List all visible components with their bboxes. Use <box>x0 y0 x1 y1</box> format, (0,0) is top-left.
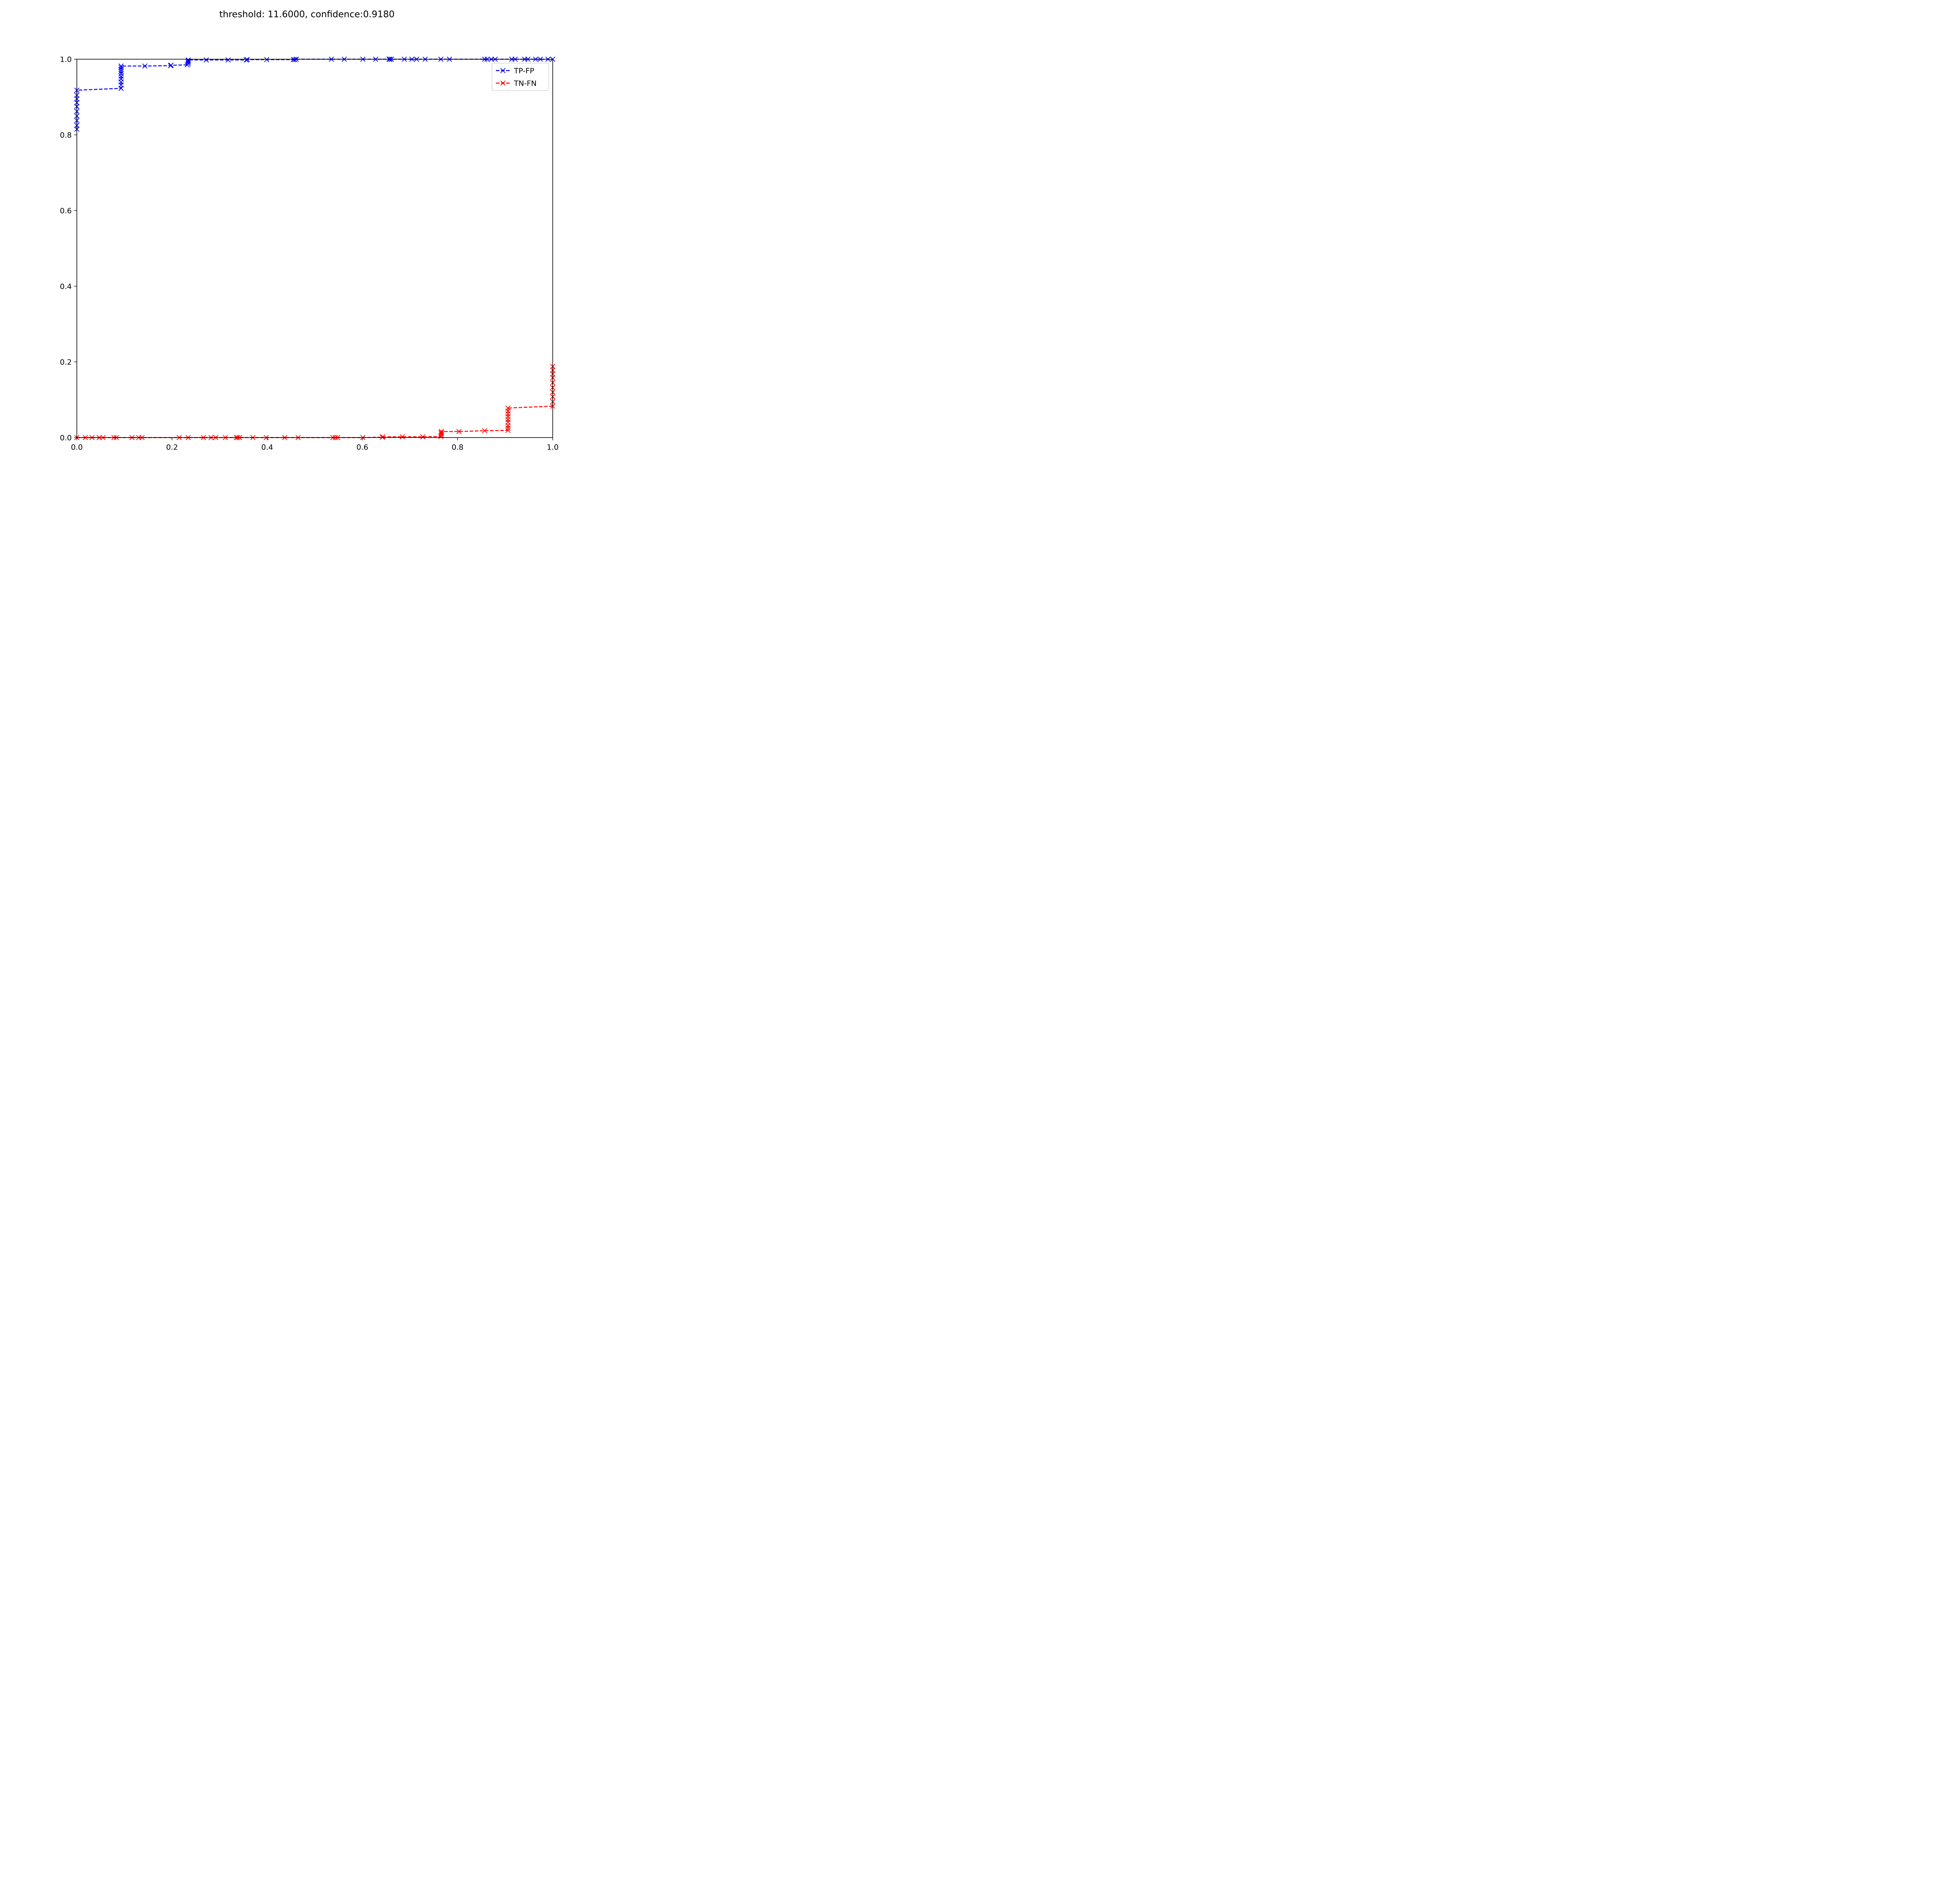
plot-frame <box>76 59 553 438</box>
data-point-marker <box>292 57 298 62</box>
x-tick-label: 1.0 <box>547 443 559 452</box>
y-tick-label: 0.0 <box>60 434 72 442</box>
data-point-marker <box>243 57 249 63</box>
chart-title: threshold: 11.6000, confidence:0.9180 <box>219 9 394 20</box>
x-tick-label: 0.0 <box>71 443 83 452</box>
y-tick-label: 0.2 <box>60 358 72 367</box>
data-point-marker <box>439 431 444 436</box>
x-tick-label: 0.2 <box>166 443 178 452</box>
data-point-marker <box>185 57 191 63</box>
legend-label: TP-FP <box>514 67 534 75</box>
series-tp-fp <box>74 56 555 132</box>
data-point-marker <box>482 428 488 434</box>
x-tick-label: 0.8 <box>452 443 463 452</box>
legend-box <box>492 63 549 91</box>
series-tn-fn <box>74 363 555 440</box>
legend-label: TN-FN <box>514 79 537 88</box>
legend: TP-FP TN-FN <box>492 63 549 91</box>
data-point-marker <box>168 62 174 68</box>
y-tick-label: 0.8 <box>60 131 72 140</box>
legend-item: TN-FN <box>496 79 537 88</box>
data-point-marker <box>225 57 231 63</box>
data-point-marker <box>264 57 270 62</box>
legend-marker <box>500 80 506 86</box>
data-point-marker <box>456 429 462 434</box>
x-tick-label: 0.4 <box>261 443 273 452</box>
y-tick-label: 0.4 <box>60 282 72 291</box>
data-point-marker <box>420 434 426 440</box>
data-point-marker <box>118 65 124 70</box>
x-tick-label: 0.6 <box>356 443 368 452</box>
data-point-marker <box>439 429 444 434</box>
data-point-marker <box>118 71 124 76</box>
data-point-marker <box>203 57 209 63</box>
data-point-marker <box>505 428 511 433</box>
data-point-marker <box>380 434 386 440</box>
x-axis: 0.0 0.2 0.4 0.6 0.8 1.0 <box>71 438 559 452</box>
data-point-marker <box>118 63 124 69</box>
data-point-marker <box>399 434 405 440</box>
data-point-marker <box>118 69 124 74</box>
data-point-marker <box>185 58 191 64</box>
legend-marker <box>500 68 506 73</box>
data-point-marker <box>505 405 511 411</box>
data-point-marker <box>142 63 148 69</box>
data-point-marker <box>439 430 444 436</box>
chart-figure: threshold: 11.6000, confidence:0.9180 0.… <box>0 0 606 485</box>
data-point-marker <box>244 57 250 62</box>
chart-svg: threshold: 11.6000, confidence:0.9180 0.… <box>60 9 559 452</box>
legend-item: TP-FP <box>496 67 534 75</box>
plot-content <box>74 56 555 440</box>
data-point-marker <box>185 60 191 65</box>
y-axis: 0.0 0.2 0.4 0.6 0.8 1.0 <box>60 55 77 442</box>
series-line <box>77 366 554 438</box>
y-tick-label: 1.0 <box>60 55 72 64</box>
y-tick-label: 0.6 <box>60 207 72 215</box>
series-line <box>76 58 553 129</box>
